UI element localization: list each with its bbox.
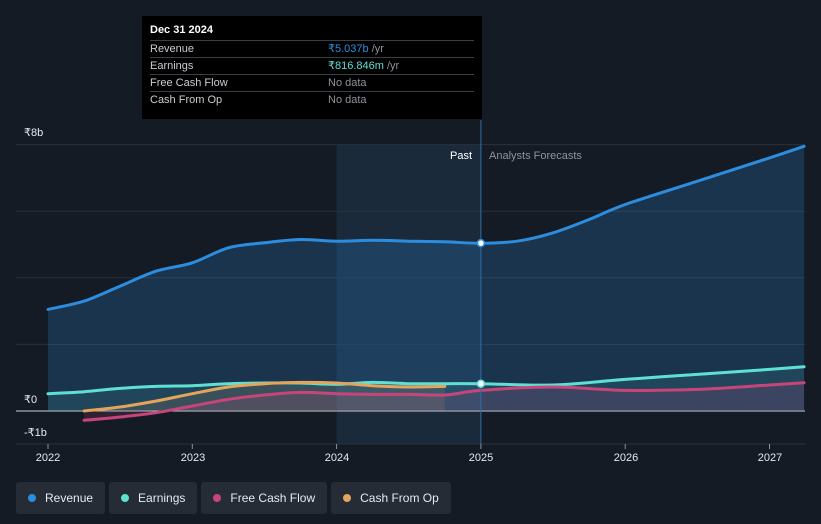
tooltip-date: Dec 31 2024: [150, 24, 213, 36]
y-tick-label: -₹1b: [24, 427, 47, 439]
legend-dot-icon: [28, 494, 36, 502]
legend-dot-icon: [213, 494, 222, 502]
tooltip-label: Cash From Op: [150, 94, 223, 106]
gridlines: [16, 144, 805, 449]
x-tick-label: 2024: [324, 452, 350, 464]
free-cash-flow-line: [82, 381, 806, 422]
tooltip-value: ₹5.037b /yr: [328, 41, 384, 57]
tooltip-row-free-cash-flow: Free Cash Flow No data: [150, 74, 474, 91]
legend-dot-icon: [343, 494, 352, 502]
earnings-area: [48, 366, 805, 411]
tooltip-row-cash-from-op: Cash From Op No data: [150, 91, 474, 108]
legend-item-cash-from-op[interactable]: Cash From Op: [331, 482, 451, 514]
cash-from-op-line: [82, 380, 447, 413]
earnings-marker: [476, 379, 486, 388]
legend-item-revenue[interactable]: Revenue: [16, 482, 106, 514]
x-tick-label: 2022: [35, 452, 61, 464]
y-tick-label: ₹0: [24, 394, 38, 406]
tooltip-value: No data: [328, 94, 367, 106]
y-tick-label: ₹8b: [24, 127, 44, 139]
legend-label: Free Cash Flow: [230, 491, 316, 505]
earnings-line: [46, 365, 806, 396]
tooltip-label: Revenue: [150, 43, 195, 55]
tooltip-row-revenue: Revenue ₹5.037b /yr: [150, 40, 474, 57]
revenue-area: [48, 146, 805, 412]
x-tick-label: 2023: [180, 452, 206, 464]
cash-from-op-area: [84, 382, 445, 411]
revenue-marker: [476, 238, 486, 248]
series-markers: [476, 238, 486, 388]
tooltip-row-earnings: Earnings ₹816.846m /yr: [150, 57, 474, 74]
tooltip-value-number: ₹816.846m: [328, 60, 384, 72]
past-label: Past: [450, 150, 473, 162]
x-tick-label: 2025: [468, 452, 494, 464]
tooltip-value-number: ₹5.037b: [328, 43, 369, 55]
forecast-label: Analysts Forecasts: [489, 150, 582, 162]
legend-label: Cash From Op: [360, 491, 439, 505]
series-lines: [46, 144, 806, 422]
revenue-line: [46, 144, 806, 311]
tooltip-label: Earnings: [150, 60, 194, 72]
tooltip-value-unit: /yr: [383, 60, 400, 72]
tooltip: Dec 31 2024 Revenue ₹5.037b /yr Earnings…: [142, 16, 482, 119]
legend: Revenue Earnings Free Cash Flow Cash Fro…: [16, 482, 451, 514]
x-tick-label: 2027: [757, 452, 783, 464]
x-tick-label: 2026: [613, 452, 639, 464]
legend-label: Revenue: [45, 491, 94, 505]
tooltip-value: ₹816.846m /yr: [328, 58, 399, 74]
tooltip-label: Free Cash Flow: [150, 77, 228, 89]
legend-item-earnings[interactable]: Earnings: [109, 482, 198, 514]
legend-dot-icon: [121, 494, 130, 502]
tooltip-value-unit: /yr: [368, 43, 384, 55]
legend-item-free-cash-flow[interactable]: Free Cash Flow: [201, 482, 328, 514]
legend-label: Earnings: [138, 491, 186, 505]
free-cash-flow-area: [84, 382, 805, 421]
tooltip-value: No data: [328, 77, 367, 89]
series-areas: [48, 146, 805, 421]
